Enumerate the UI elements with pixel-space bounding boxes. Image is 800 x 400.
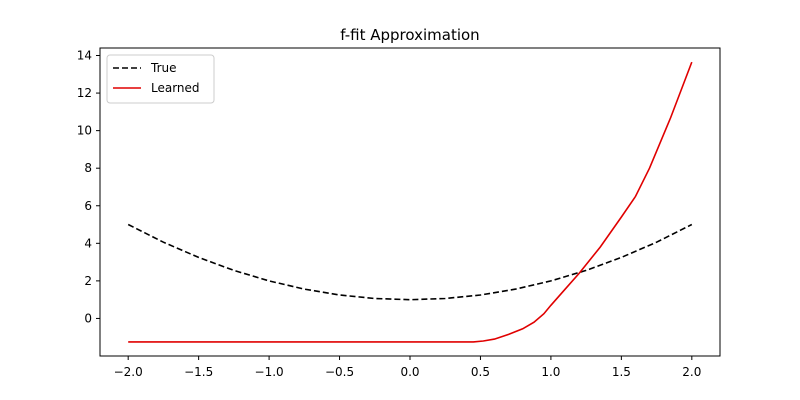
x-tick-label: −0.5 [325, 365, 354, 379]
y-tick-label: 8 [84, 161, 92, 175]
y-tick-label: 6 [84, 199, 92, 213]
y-tick-label: 0 [84, 311, 92, 325]
x-axis: −2.0 −1.5 −1.0 −0.5 0.0 0.5 1.0 1.5 2.0 [114, 356, 701, 379]
y-tick-label: 14 [77, 49, 92, 63]
y-tick-label: 10 [77, 124, 92, 138]
legend-label-true: True [150, 61, 177, 75]
x-tick-label: 1.5 [612, 365, 631, 379]
chart-title: f-fit Approximation [340, 26, 479, 44]
y-axis: 0 2 4 6 8 10 12 14 [77, 49, 100, 325]
legend-label-learned: Learned [151, 81, 200, 95]
series-line-learned [128, 61, 693, 343]
series-line-true [127, 223, 693, 301]
series-layer [127, 61, 693, 343]
y-tick-label: 12 [77, 86, 92, 100]
x-tick-label: 2.0 [682, 365, 701, 379]
x-tick-label: 0.0 [400, 365, 419, 379]
legend-box [106, 54, 215, 104]
y-tick-label: 2 [84, 274, 92, 288]
x-tick-label: −1.5 [184, 365, 213, 379]
x-tick-label: 1.0 [541, 365, 560, 379]
y-tick-label: 4 [84, 236, 92, 250]
legend: True Learned [106, 54, 215, 104]
x-tick-label: 0.5 [471, 365, 490, 379]
x-tick-label: −1.0 [255, 365, 284, 379]
x-tick-label: −2.0 [114, 365, 143, 379]
